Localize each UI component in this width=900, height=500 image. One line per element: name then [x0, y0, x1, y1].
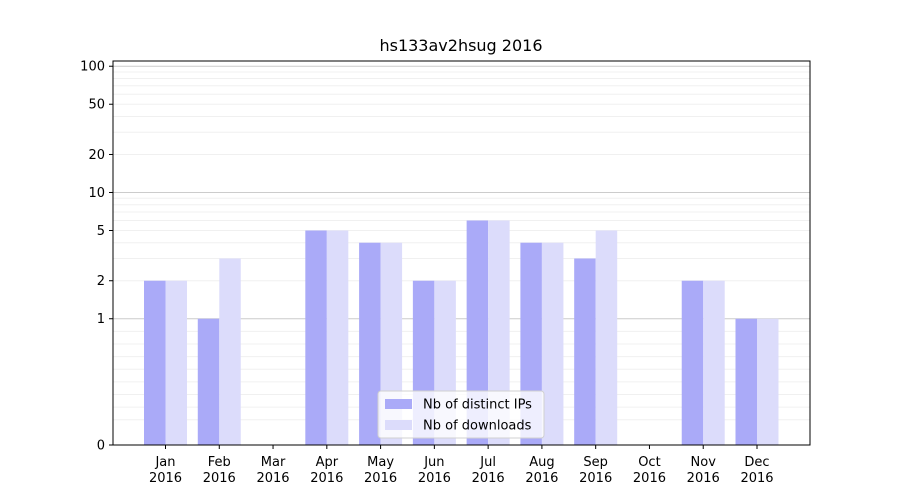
legend-label: Nb of downloads	[423, 419, 532, 434]
y-tick-label: 10	[88, 186, 105, 201]
bar-distinct-ips	[144, 280, 166, 445]
x-tick-label: Dec 2016	[740, 455, 773, 486]
bar-downloads	[488, 220, 510, 445]
bar-downloads	[595, 230, 618, 445]
y-tick-label: 0	[97, 439, 105, 454]
bar-downloads	[165, 280, 187, 445]
legend-swatch	[385, 399, 412, 409]
y-tick-label: 50	[88, 98, 105, 113]
bar-downloads	[757, 318, 779, 445]
x-tick-label: Jan 2016	[149, 455, 182, 486]
y-tick-label: 1	[97, 312, 105, 327]
bar-distinct-ips	[305, 230, 327, 445]
bar-distinct-ips	[681, 280, 704, 445]
legend: Nb of distinct IPs Nb of downloads	[377, 390, 545, 439]
legend-swatch	[385, 420, 412, 430]
bar-downloads	[541, 242, 564, 445]
x-tick-label: Sep 2016	[579, 455, 612, 486]
bars	[144, 220, 779, 445]
y-tick-label: 5	[97, 224, 105, 239]
x-tick-label: May 2016	[364, 455, 397, 486]
bar-distinct-ips	[466, 220, 489, 445]
x-axis: Jan 2016 Feb 2016 Mar 2016 Apr 2016 May 2016 Jun 20…	[149, 445, 774, 486]
plot-area-frame	[112, 60, 811, 446]
y-tick-label: 100	[80, 60, 105, 75]
x-tick-label: Feb 2016	[203, 455, 236, 486]
bar-distinct-ips	[359, 242, 381, 445]
bar-downloads	[703, 280, 725, 445]
x-tick-label: Mar 2016	[256, 455, 289, 486]
x-tick-label: Jun 2016	[418, 455, 451, 486]
legend-label: Nb of distinct IPs	[423, 398, 532, 413]
bar-distinct-ips	[574, 258, 596, 445]
bar-distinct-ips	[197, 318, 220, 445]
legend-box	[377, 390, 545, 439]
y-tick-label: 20	[88, 148, 105, 163]
x-tick-label: Apr 2016	[310, 455, 343, 486]
x-tick-label: Aug 2016	[525, 455, 558, 486]
y-tick-label: 2	[97, 274, 105, 289]
bar-distinct-ips	[735, 318, 757, 445]
x-tick-label: Jul 2016	[472, 455, 505, 486]
y-axis: 0 1 2 5 10 20 50 100	[80, 60, 113, 454]
x-tick-label: Nov 2016	[687, 455, 720, 486]
bar-downloads	[326, 230, 349, 445]
bar-downloads	[219, 258, 241, 445]
chart-title: hs133av2hsug 2016	[379, 36, 542, 55]
x-tick-label: Oct 2016	[633, 455, 666, 486]
